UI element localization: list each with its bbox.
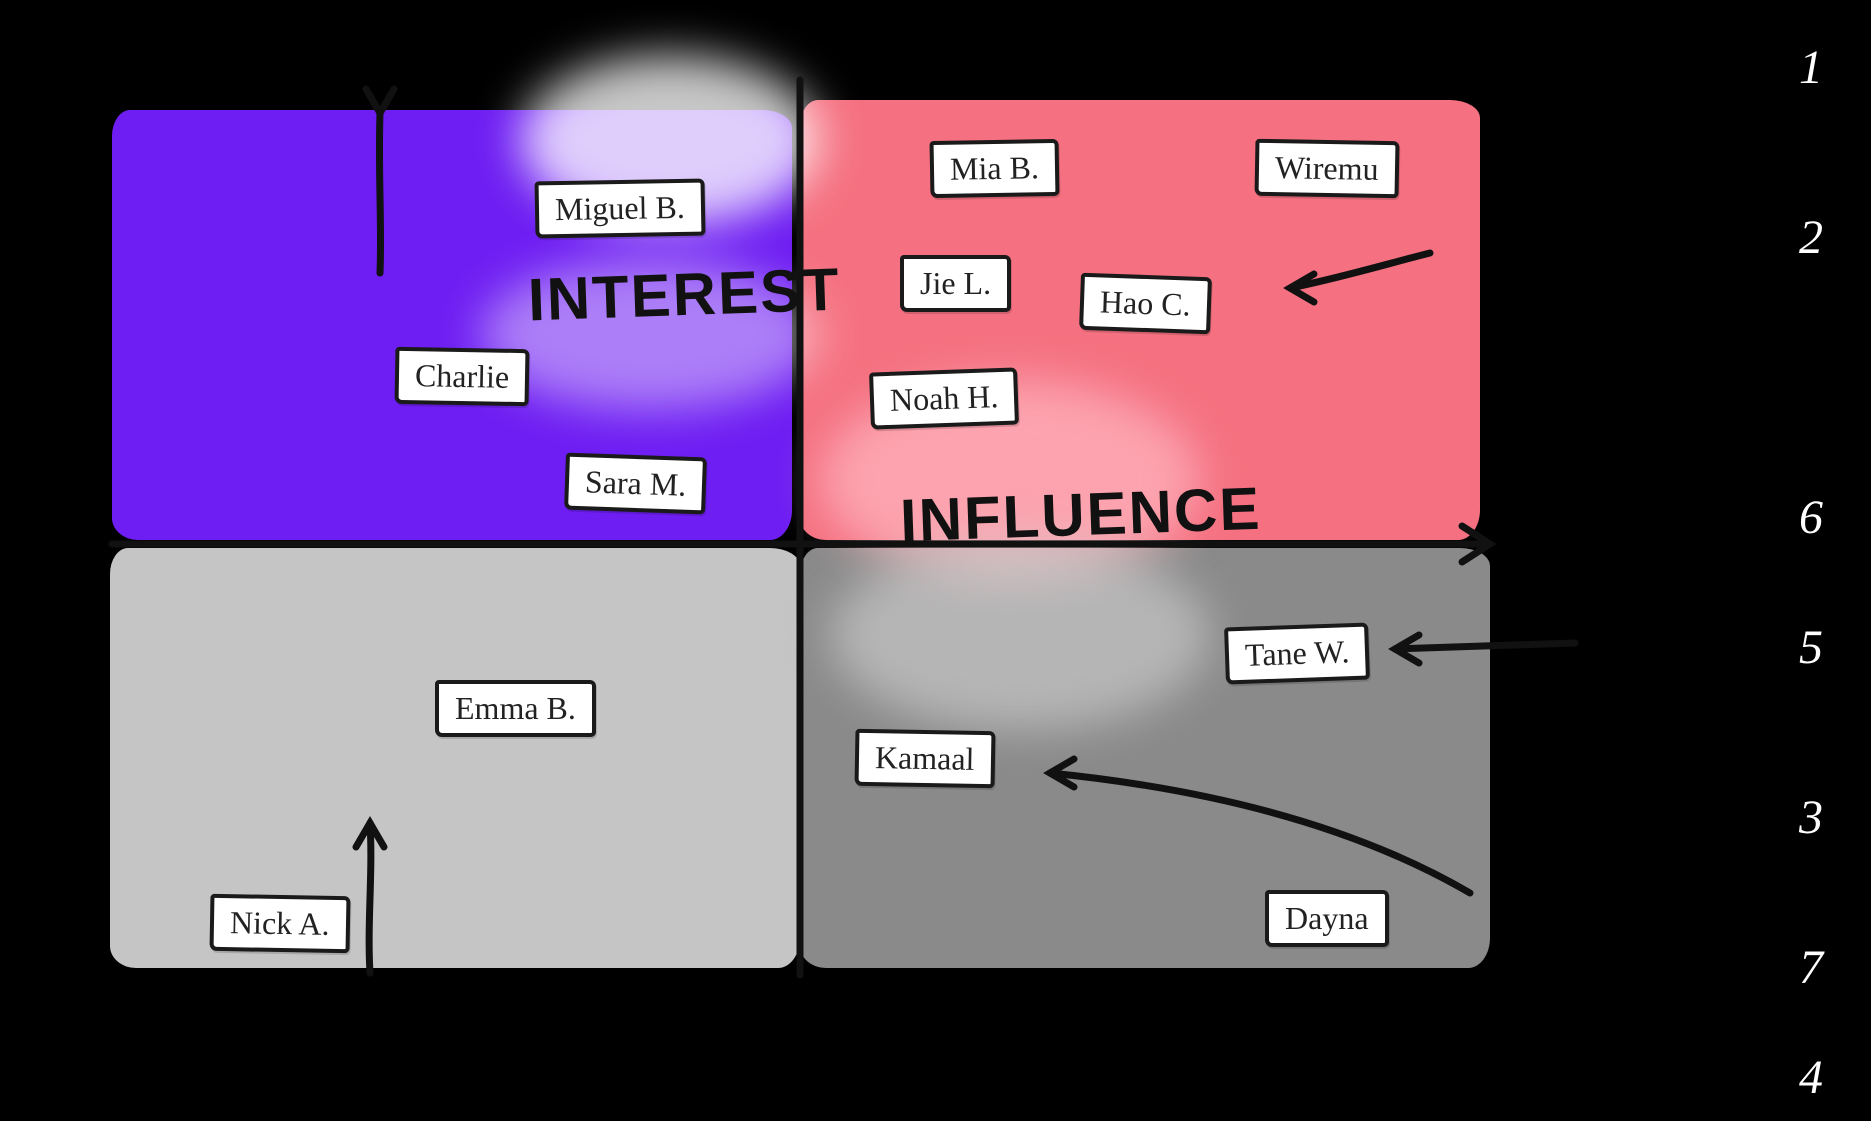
person-card[interactable]: Emma B. <box>435 680 596 737</box>
person-card[interactable]: Mia B. <box>930 139 1060 198</box>
person-card[interactable]: Charlie <box>395 347 530 406</box>
side-number: 2 <box>1799 210 1823 265</box>
side-number: 4 <box>1799 1050 1823 1105</box>
person-card[interactable]: Kamaal <box>855 729 995 788</box>
person-card[interactable]: Wiremu <box>1255 139 1400 198</box>
side-number: 7 <box>1799 940 1823 995</box>
axis-label-influence: INFLUENCE <box>899 474 1263 556</box>
side-number: 5 <box>1799 620 1823 675</box>
person-card[interactable]: Dayna <box>1265 890 1389 947</box>
person-card[interactable]: Sara M. <box>564 453 707 515</box>
person-card[interactable]: Nick A. <box>210 894 351 953</box>
axis-label-interest: INTEREST <box>527 255 842 335</box>
person-card[interactable]: Miguel B. <box>535 179 706 239</box>
person-card[interactable]: Jie L. <box>900 255 1011 312</box>
person-card[interactable]: Tane W. <box>1224 622 1370 684</box>
side-number: 6 <box>1799 490 1823 545</box>
stakeholder-matrix: { "canvas": { "width": 1871, "height": 1… <box>0 0 1871 1121</box>
person-card[interactable]: Noah H. <box>869 367 1019 429</box>
side-number: 3 <box>1799 790 1823 845</box>
person-card[interactable]: Hao C. <box>1079 273 1212 335</box>
side-number: 1 <box>1799 40 1823 95</box>
